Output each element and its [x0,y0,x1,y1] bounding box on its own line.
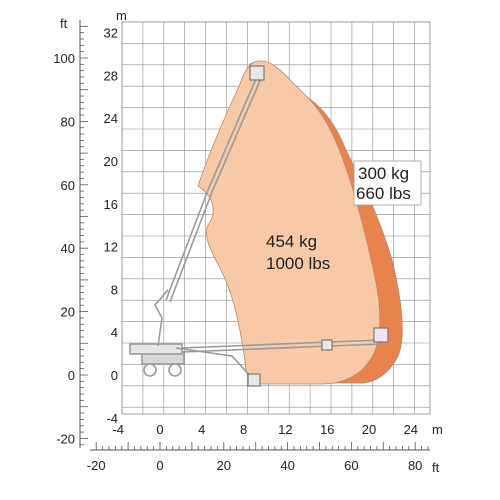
meters-y-tick-label: 8 [111,282,118,297]
wheel-rear [168,363,182,377]
main-boom-inner [169,75,263,303]
meters-y-unit: m [116,8,127,23]
meters-x-tick-label: 0 [156,422,163,437]
feet-y-tick-label: 0 [68,368,75,383]
meters-y-tick-label: 28 [104,68,118,83]
meters-x-tick-label: 20 [362,422,376,437]
meters-x-tick-label: 16 [320,422,334,437]
inner-capacity-lbs: 1000 lbs [266,254,330,273]
feet-x-tick-label: 80 [408,458,422,473]
meters-y-tick-label: -4 [106,411,118,426]
platform-low [247,373,261,387]
horizontal-boom-inner [181,343,381,353]
inner-capacity-kg: 454 kg [266,232,317,251]
meters-y-tick-label: 32 [104,26,118,41]
feet-x-unit: ft [432,460,440,475]
feet-x-tick-label: -20 [87,458,106,473]
feet-y-tick-label: 40 [61,241,75,256]
outer-capacity-label-box [353,160,422,206]
feet-y-tick-label: 60 [61,178,75,193]
boom-lift-icon [129,73,381,379]
main-boom [165,73,259,301]
feet-y-tick-label: 20 [61,305,75,320]
wheel-front [143,363,157,377]
meters-y-tick-label: 20 [104,154,118,169]
below-grade-boom [175,347,253,379]
meters-x-tick-label: 12 [278,422,292,437]
meters-x-tick-label: 8 [240,422,247,437]
meters-y-tick-label: 4 [111,325,118,340]
lower-boom [154,289,169,347]
platform-mid [321,339,333,351]
platform-top [249,65,265,81]
turret [129,343,183,355]
working-envelope [197,60,403,385]
feet-x-tick-label: 20 [217,458,231,473]
meters-x-tick-label: 24 [404,422,418,437]
meters-x-tick-label: -4 [112,422,124,437]
meters-y-tick-label: 12 [104,240,118,255]
outer-capacity-kg: 300 kg [358,164,409,183]
platform-basket-icon [247,65,389,387]
feet-y-tick-label: -20 [56,431,75,446]
meters-y-tick-label: 16 [104,197,118,212]
outer-capacity-lbs: 660 lbs [356,184,411,203]
horizontal-boom [181,339,381,349]
meters-x-tick-label: 4 [198,422,205,437]
feet-y-tick-label: 80 [61,114,75,129]
feet-y-tick-label: 100 [53,51,75,66]
feet-y-unit: ft [60,16,68,31]
feet-x-tick-label: 40 [280,458,294,473]
feet-x-tick-label: 0 [156,458,163,473]
inner-capacity-zone [197,60,381,385]
meters-y-tick-label: 24 [104,111,118,126]
meters-x-unit: m [432,422,443,437]
feet-x-tick-label: 60 [344,458,358,473]
platform-horizontal [373,327,389,343]
meters-y-tick-label: 0 [111,368,118,383]
grid-border [121,21,431,415]
